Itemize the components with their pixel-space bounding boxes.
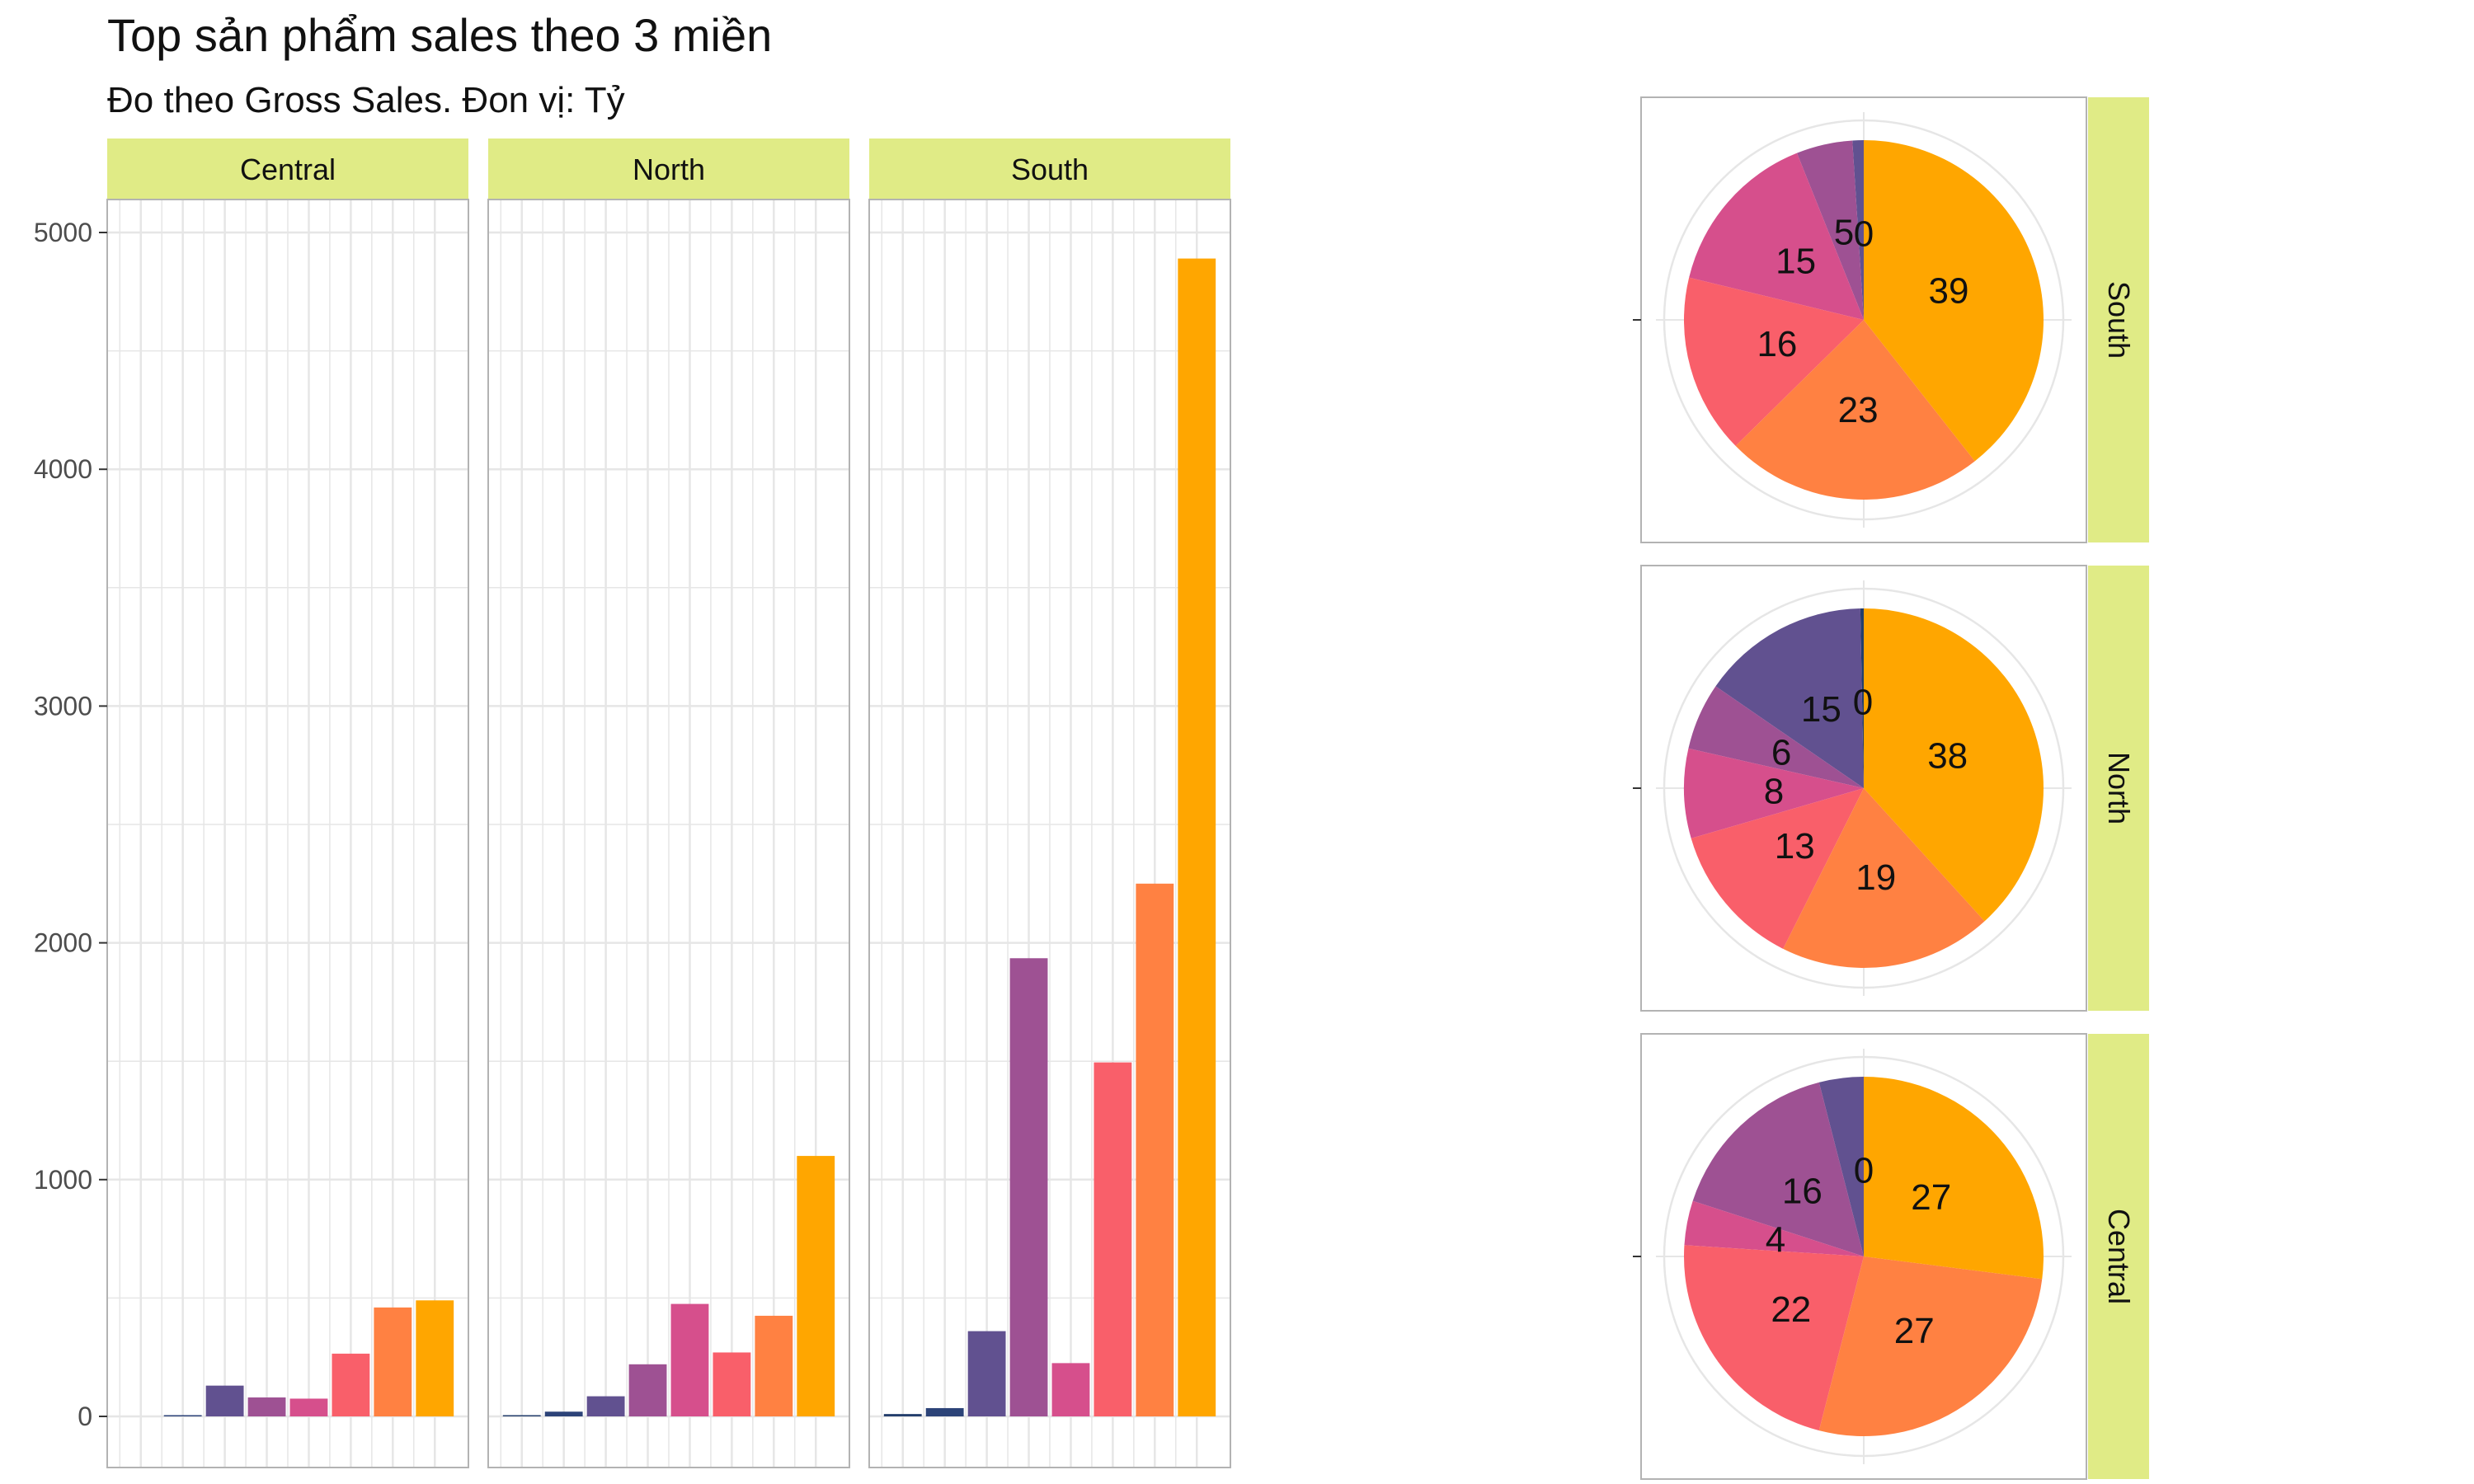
chart-subtitle: Đo theo Gross Sales. Đon vị: Tỷ — [107, 80, 625, 120]
pie-slice-label: 6 — [1771, 732, 1791, 773]
bar — [967, 1331, 1006, 1416]
facet-strip-label: Central — [2102, 1209, 2136, 1304]
bar — [755, 1315, 793, 1416]
bar — [416, 1300, 454, 1416]
pie-slice — [1684, 1200, 1864, 1256]
pie-slice-label: 38 — [1927, 736, 1968, 777]
pie-slice-label: 23 — [1838, 390, 1879, 430]
y-tick-label: 3000 — [34, 691, 92, 721]
bar — [628, 1364, 667, 1416]
facet-strip — [2088, 97, 2149, 542]
pie-slice-label: 27 — [1894, 1311, 1935, 1351]
facet-strip — [2088, 1034, 2149, 1479]
facet-strip-label: Central — [240, 153, 336, 186]
facet-strip — [2088, 566, 2149, 1011]
facet-strip — [488, 139, 849, 200]
bar — [1178, 258, 1216, 1416]
bar — [502, 1415, 541, 1416]
pie-slice — [1864, 140, 2044, 462]
facet-strip — [107, 139, 468, 200]
pie-slice — [1691, 788, 1864, 949]
bar — [670, 1303, 709, 1416]
y-tick-label: 0 — [78, 1402, 92, 1431]
pie-slice-label: 19 — [1856, 857, 1896, 898]
chart-title: Top sản phẩm sales theo 3 miền — [107, 9, 772, 61]
pie-slice — [1818, 1256, 2043, 1436]
pie-slice — [1689, 153, 1864, 320]
y-tick-label: 5000 — [34, 218, 92, 247]
bar-facet-south: South — [868, 139, 1231, 1468]
pie-slice-label: 0 — [1854, 214, 1874, 254]
bar-chart-facets: Central North South 0 1000 2000 3000 4000 5000 — [34, 139, 1231, 1468]
pie-slice — [1688, 686, 1864, 788]
facet-strip-label: North — [2102, 752, 2136, 824]
pie-slice-label: 15 — [1801, 689, 1841, 730]
y-tick-label: 1000 — [34, 1165, 92, 1195]
bar — [163, 1415, 202, 1416]
bar — [713, 1352, 751, 1416]
panel-border — [487, 199, 850, 1468]
bar — [1009, 958, 1048, 1416]
pie-slice — [1783, 788, 1985, 968]
pie-slice — [1864, 608, 2044, 922]
bar — [1094, 1062, 1132, 1416]
pie-slice-label: 5 — [1834, 213, 1854, 253]
pie-slice — [1852, 140, 1864, 320]
pie-slice — [1684, 277, 1864, 446]
pie-slice — [1860, 608, 1864, 788]
pie-slice — [1715, 608, 1864, 788]
bar — [883, 1414, 922, 1416]
pie-slice — [1684, 1245, 1864, 1431]
pie-slice-label: 13 — [1775, 826, 1815, 866]
pie-slice-label: 16 — [1757, 324, 1797, 364]
pie-slice-label: 22 — [1771, 1289, 1811, 1330]
pie-slice — [1818, 1077, 1864, 1256]
bar-facet-central: Central — [106, 139, 469, 1468]
bar — [247, 1397, 286, 1416]
bar — [1136, 883, 1174, 1416]
pie-slice — [1864, 1077, 2044, 1280]
bar — [205, 1385, 244, 1416]
pie-slice — [1796, 140, 1864, 320]
bar — [544, 1411, 583, 1416]
facet-strip-label: North — [633, 153, 705, 186]
pie-slice-label: 4 — [1766, 1220, 1785, 1261]
facet-strip — [869, 139, 1230, 200]
bar — [797, 1156, 835, 1416]
pie-slice-label: 8 — [1764, 771, 1784, 811]
facet-strip-label: South — [2102, 281, 2136, 359]
bar — [925, 1407, 964, 1416]
pie-slice-label: 39 — [1929, 270, 1969, 311]
pie-slice-label: 0 — [1854, 1150, 1874, 1190]
pie-slice-label: 0 — [1853, 682, 1873, 722]
bar — [1051, 1363, 1090, 1416]
facet-strip-label: South — [1011, 153, 1089, 186]
pie-slice-label: 27 — [1911, 1177, 1951, 1218]
bar — [586, 1396, 625, 1416]
bar-facet-north: North — [487, 139, 850, 1468]
pie-facet-south: 05 15 16 23 39 South — [1633, 96, 2149, 543]
y-tick-label: 4000 — [34, 454, 92, 484]
pie-slice-label: 16 — [1782, 1172, 1823, 1212]
bar — [332, 1353, 370, 1416]
panel-border — [868, 199, 1231, 1468]
pie-facet-central: 0 16 4 22 27 27 Central — [1633, 1033, 2149, 1480]
bar — [289, 1398, 328, 1416]
pie-slice — [1692, 1082, 1864, 1256]
panel-border — [106, 199, 469, 1468]
pie-slice — [1735, 320, 1975, 500]
bar — [374, 1307, 412, 1416]
pie-slice — [1684, 748, 1864, 838]
pie-slice-label: 15 — [1776, 242, 1816, 282]
y-tick-label: 2000 — [34, 928, 92, 958]
